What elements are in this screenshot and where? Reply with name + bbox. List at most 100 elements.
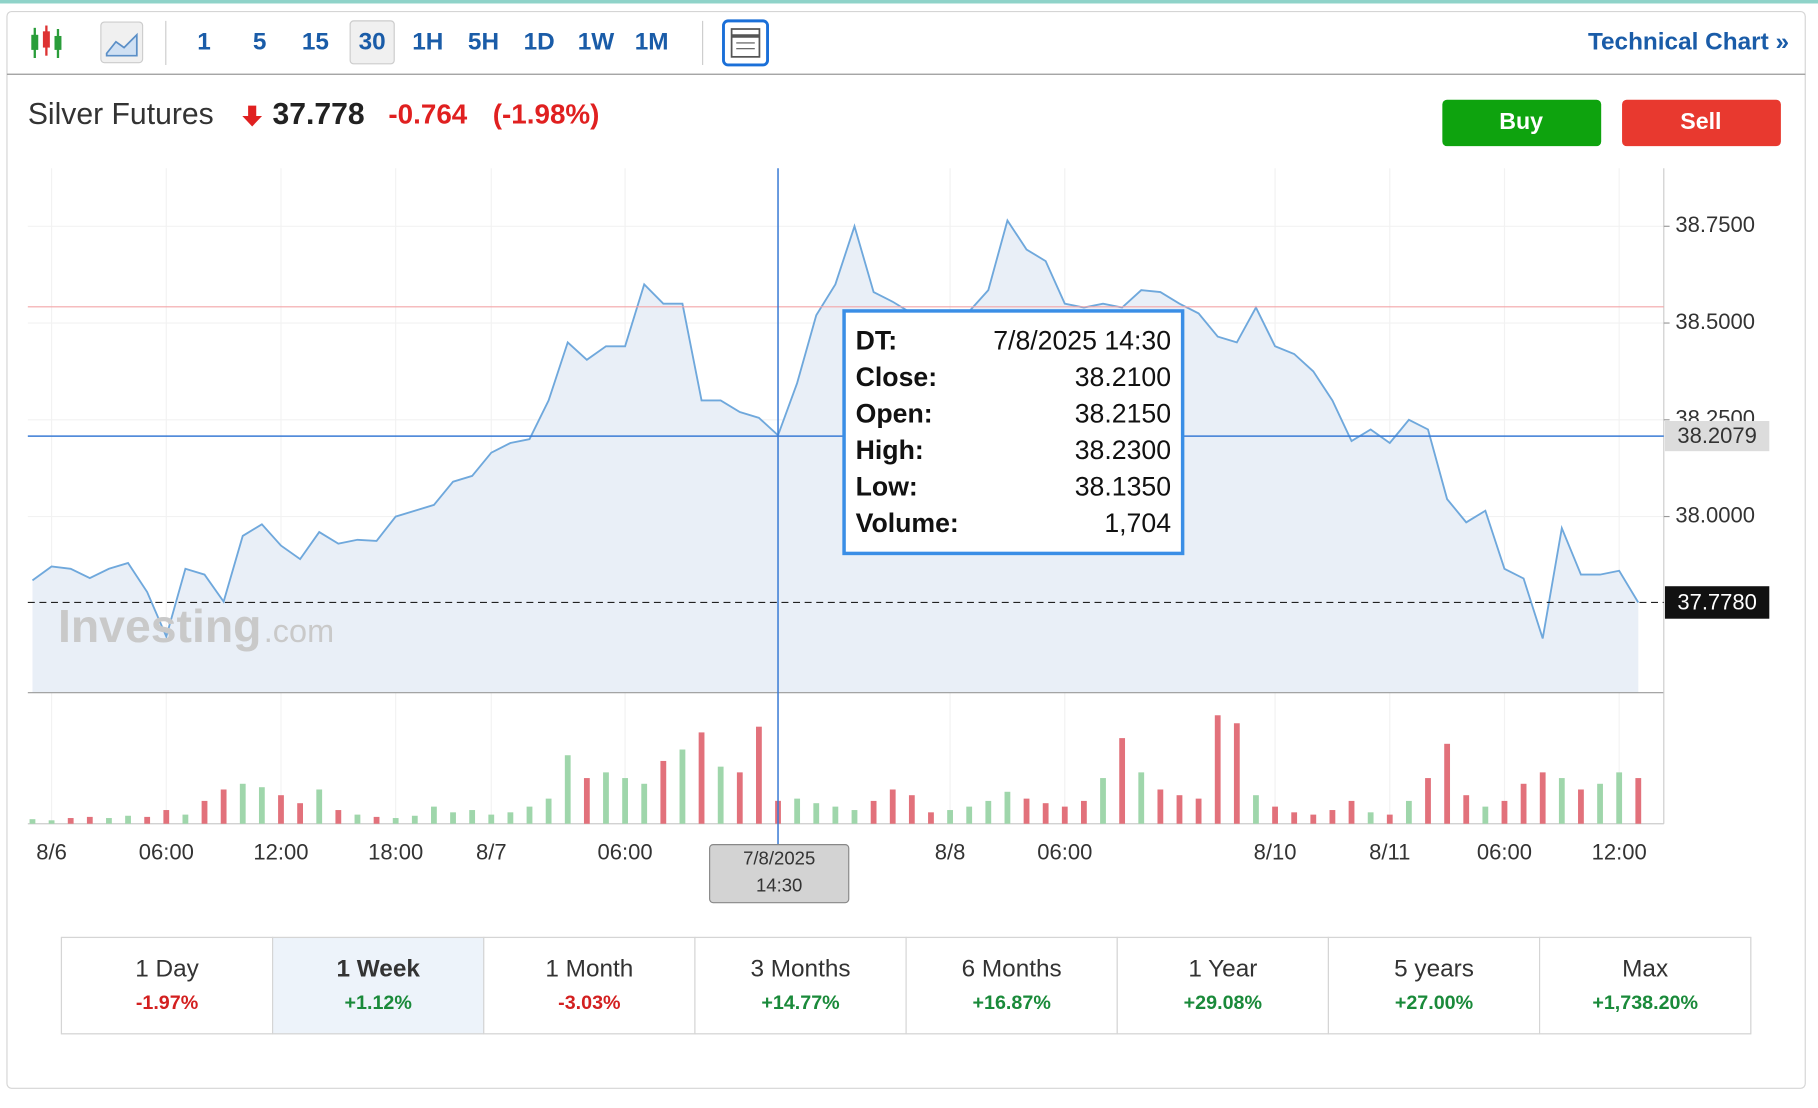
volume-bar [182, 814, 189, 824]
volume-bar [908, 795, 915, 824]
last-price-tag-label: 37.7780 [1677, 589, 1757, 614]
interval-button[interactable]: 5H [468, 28, 499, 55]
interval-button[interactable]: 1 [197, 28, 211, 55]
volume-bar [507, 812, 514, 824]
volume-bar [583, 778, 590, 824]
period-label: 3 Months [750, 955, 850, 982]
volume-bar [1558, 778, 1565, 824]
period-label: 1 Week [336, 955, 420, 982]
volume-bar [1291, 812, 1298, 824]
volume-bar [1310, 814, 1317, 824]
volume-bar [1578, 789, 1584, 824]
tooltip-label: High: [856, 435, 924, 465]
volume-bar [526, 806, 533, 824]
period-change: +14.77% [761, 992, 839, 1014]
volume-bar [201, 800, 208, 824]
period-button[interactable] [905, 936, 1118, 1035]
interval-button[interactable]: 30 [359, 28, 386, 55]
x-tick-label: 8/10 [1254, 840, 1297, 865]
interval-button[interactable]: 5 [253, 28, 267, 55]
volume-bar [679, 749, 686, 824]
last-price: 37.778 [272, 98, 364, 131]
interval-button[interactable]: 1H [412, 28, 443, 55]
period-button[interactable] [694, 936, 907, 1035]
cursor-y-tag-label: 38.2079 [1677, 423, 1757, 448]
technical-chart-link[interactable]: Technical Chart » [1588, 28, 1789, 55]
cursor-x-tag [709, 844, 850, 904]
buy-label: Buy [1499, 108, 1543, 134]
volume-bar [335, 810, 342, 824]
period-change: +16.87% [973, 992, 1051, 1014]
period-button[interactable] [272, 936, 485, 1035]
buy-button[interactable] [1442, 99, 1602, 147]
volume-bar [1100, 778, 1106, 824]
volume-bar [1520, 783, 1527, 824]
volume-bar [1119, 738, 1126, 824]
volume-bar [966, 806, 973, 824]
period-change: +27.00% [1395, 992, 1473, 1014]
volume-bar [316, 789, 323, 824]
volume-bar [813, 803, 820, 824]
interval-button[interactable]: 1D [524, 28, 555, 55]
volume-bar [29, 819, 36, 824]
volume-bar [488, 814, 495, 824]
volume-bar [1635, 778, 1642, 824]
volume-bar [1253, 795, 1259, 824]
cursor-y-tag [1664, 421, 1770, 452]
cursor-x-tag-label: 14:30 [756, 874, 802, 895]
volume-bar [756, 726, 762, 824]
volume-bar [239, 783, 246, 824]
volume-bar [1176, 795, 1183, 824]
period-label: 1 Month [545, 955, 633, 982]
x-tick-label: 06:00 [1477, 840, 1532, 865]
period-button[interactable] [1327, 936, 1541, 1035]
volume-bar [373, 816, 380, 824]
period-button[interactable] [483, 936, 696, 1035]
volume-bar [48, 820, 55, 824]
tooltip-label: Volume: [856, 508, 959, 538]
volume-bar [1405, 800, 1412, 824]
volume-bar [258, 787, 265, 824]
volume-bar [1386, 814, 1393, 824]
candlestick-icon[interactable] [31, 25, 62, 59]
watermark: Investing [58, 600, 262, 652]
tooltip-label: Close: [856, 362, 937, 392]
volume-bar [1214, 715, 1221, 824]
x-tick-label: 8/11 [1369, 840, 1410, 865]
x-tick-label: 8/7 [476, 840, 507, 865]
volume-bar [431, 806, 437, 824]
y-tick-label: 38.7500 [1675, 212, 1755, 237]
layout-glyph [730, 28, 761, 58]
volume-bar [106, 818, 112, 824]
volume-bar [1080, 800, 1087, 824]
period-change: +1,738.20% [1592, 992, 1698, 1014]
volume-bar [220, 789, 227, 824]
period-button[interactable] [60, 936, 274, 1035]
chart: Investing .com38.000038.250038.500038.750… [27, 168, 1770, 904]
volume-bar [660, 760, 667, 824]
top-accent [0, 0, 1818, 4]
interval-button[interactable]: 1W [578, 28, 615, 55]
volume-bar [86, 816, 93, 824]
tooltip-label: DT: [856, 325, 897, 355]
volume-bar [928, 812, 934, 824]
interval-button[interactable]: 15 [302, 28, 329, 55]
volume-bar [1157, 789, 1164, 824]
x-tick-label: 8/6 [36, 840, 67, 865]
volume-bar [125, 815, 131, 824]
period-button[interactable] [1539, 936, 1752, 1035]
tooltip [842, 309, 1185, 556]
period-button[interactable] [1116, 936, 1330, 1035]
line-chart-glyph [105, 32, 138, 57]
price-area [32, 220, 1639, 693]
tooltip-value: 38.2300 [1075, 435, 1171, 465]
period-label: 1 Year [1188, 955, 1257, 982]
volume-bar [392, 818, 399, 824]
interval-button[interactable]: 1M [635, 28, 669, 55]
period-label: 5 years [1394, 955, 1474, 982]
sell-button[interactable] [1622, 99, 1781, 147]
tooltip-value: 38.2150 [1075, 398, 1171, 428]
period-change: +1.12% [345, 992, 412, 1014]
